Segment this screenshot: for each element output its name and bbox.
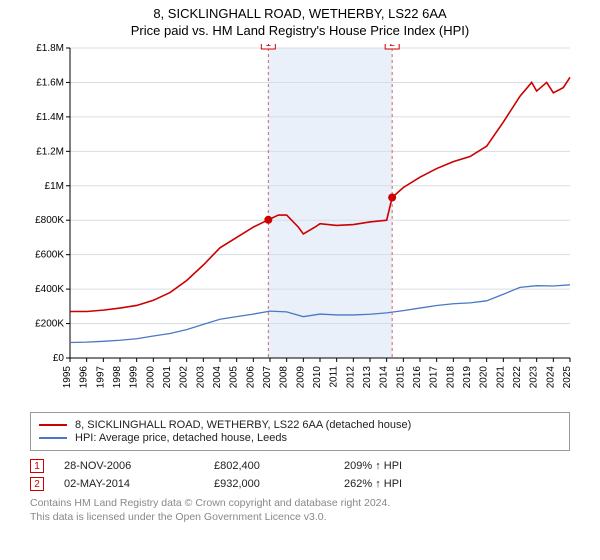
svg-text:2022: 2022 (512, 366, 523, 389)
svg-text:2002: 2002 (179, 366, 190, 389)
title-address: 8, SICKLINGHALL ROAD, WETHERBY, LS22 6AA (0, 6, 600, 21)
svg-text:2003: 2003 (195, 366, 206, 389)
svg-text:2023: 2023 (529, 366, 540, 389)
svg-text:2021: 2021 (495, 366, 506, 389)
legend-box: 8, SICKLINGHALL ROAD, WETHERBY, LS22 6AA… (30, 412, 570, 451)
sale-hpi-pct: 209% ↑ HPI (344, 460, 570, 472)
svg-text:2016: 2016 (412, 366, 423, 389)
svg-text:2000: 2000 (145, 366, 156, 389)
legend-label: HPI: Average price, detached house, Leed… (75, 432, 287, 444)
title-block: 8, SICKLINGHALL ROAD, WETHERBY, LS22 6AA… (0, 0, 600, 40)
legend-row: 8, SICKLINGHALL ROAD, WETHERBY, LS22 6AA… (39, 419, 561, 431)
sale-row: 1 28-NOV-2006£802,400209% ↑ HPI (30, 459, 570, 473)
sale-date: 28-NOV-2006 (64, 460, 214, 472)
svg-text:2024: 2024 (545, 366, 556, 389)
svg-text:£800K: £800K (35, 215, 64, 226)
svg-text:1: 1 (266, 44, 272, 49)
chart-container: 8, SICKLINGHALL ROAD, WETHERBY, LS22 6AA… (0, 0, 600, 524)
footer-attribution: Contains HM Land Registry data © Crown c… (30, 497, 570, 524)
svg-text:2012: 2012 (345, 366, 356, 389)
svg-text:2017: 2017 (429, 366, 440, 389)
svg-text:1998: 1998 (112, 366, 123, 389)
svg-text:2014: 2014 (379, 366, 390, 389)
svg-text:2025: 2025 (562, 366, 573, 389)
svg-text:1995: 1995 (62, 366, 73, 389)
sale-marker-box: 2 (30, 477, 44, 491)
legend-label: 8, SICKLINGHALL ROAD, WETHERBY, LS22 6AA… (75, 419, 411, 431)
svg-text:£1.4M: £1.4M (36, 112, 64, 123)
sale-row: 2 02-MAY-2014£932,000262% ↑ HPI (30, 477, 570, 491)
footer-line2: This data is licensed under the Open Gov… (30, 511, 570, 525)
svg-text:2010: 2010 (312, 366, 323, 389)
svg-text:£1.2M: £1.2M (36, 146, 64, 157)
svg-text:£200K: £200K (35, 319, 64, 330)
svg-text:£600K: £600K (35, 250, 64, 261)
svg-text:2: 2 (389, 44, 395, 49)
svg-text:2004: 2004 (212, 366, 223, 389)
sale-date: 02-MAY-2014 (64, 478, 214, 490)
svg-text:2018: 2018 (445, 366, 456, 389)
legend-swatch (39, 424, 67, 426)
title-subtitle: Price paid vs. HM Land Registry's House … (0, 23, 600, 38)
footer-line1: Contains HM Land Registry data © Crown c… (30, 497, 570, 511)
legend-row: HPI: Average price, detached house, Leed… (39, 432, 561, 444)
svg-text:2020: 2020 (479, 366, 490, 389)
svg-text:£400K: £400K (35, 284, 64, 295)
chart-area: £0 £200K £400K £600K £800K £1M £1.2M £1.4M £1.6M… (20, 44, 580, 404)
svg-text:2019: 2019 (462, 366, 473, 389)
svg-text:2009: 2009 (295, 366, 306, 389)
svg-text:2015: 2015 (395, 366, 406, 389)
sale-price: £802,400 (214, 460, 344, 472)
svg-text:£1M: £1M (45, 181, 64, 192)
sales-table: 1 28-NOV-2006£802,400209% ↑ HPI 2 02-MAY-20… (30, 459, 570, 491)
svg-text:2001: 2001 (162, 366, 173, 389)
svg-text:2011: 2011 (329, 366, 340, 388)
svg-text:2008: 2008 (279, 366, 290, 389)
svg-text:£1.8M: £1.8M (36, 44, 64, 54)
legend-swatch (39, 437, 67, 439)
svg-text:£1.6M: £1.6M (36, 77, 64, 88)
svg-text:1997: 1997 (95, 366, 106, 389)
svg-text:2007: 2007 (262, 366, 273, 389)
sale-price: £932,000 (214, 478, 344, 490)
svg-text:2006: 2006 (245, 366, 256, 389)
svg-text:2005: 2005 (229, 366, 240, 389)
svg-text:1996: 1996 (79, 366, 90, 389)
svg-text:1999: 1999 (129, 366, 140, 389)
svg-text:2013: 2013 (362, 366, 373, 389)
sale-hpi-pct: 262% ↑ HPI (344, 478, 570, 490)
sale-marker-box: 1 (30, 459, 44, 473)
svg-text:£0: £0 (53, 353, 65, 364)
line-chart-svg: £0 £200K £400K £600K £800K £1M £1.2M £1.4M £1.6M… (20, 44, 580, 404)
